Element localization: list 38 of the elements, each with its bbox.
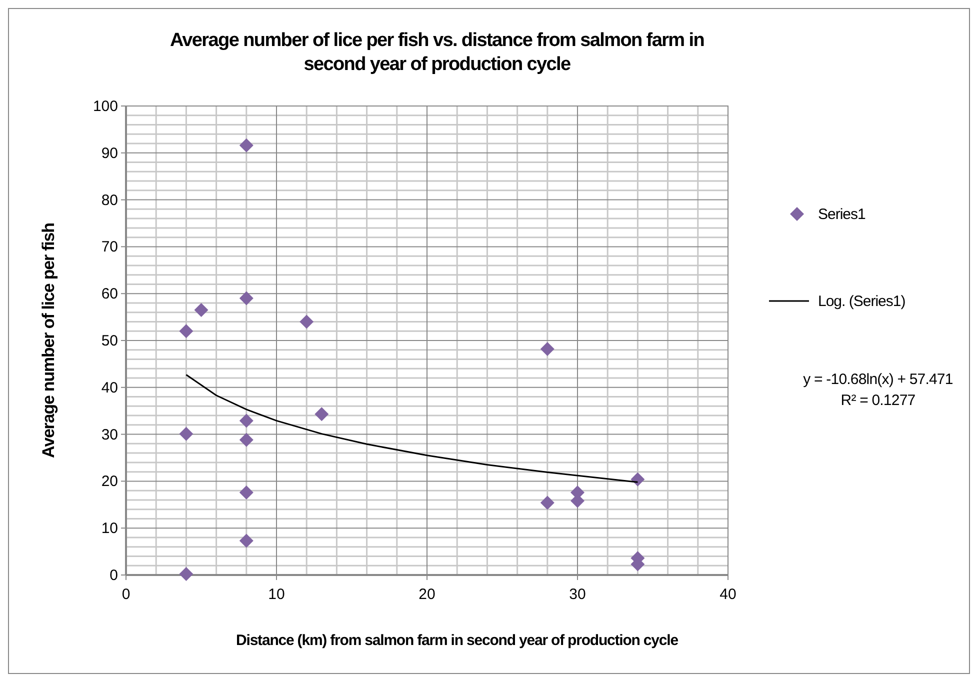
- y-tick-label: 80: [101, 192, 118, 209]
- point: [194, 303, 208, 318]
- point: [300, 314, 314, 329]
- point: [239, 291, 254, 306]
- legend-label: Log. (Series1): [818, 293, 906, 310]
- point: [179, 426, 194, 441]
- y-tick-label: 100: [92, 98, 118, 115]
- x-axis-title: Distance (km) from salmon farm in second year of production cycle: [236, 632, 678, 649]
- x-tick-label: 0: [122, 586, 130, 603]
- y-tick-label: 20: [101, 473, 118, 490]
- point: [630, 472, 645, 486]
- point: [540, 342, 554, 356]
- y-tick-label: 70: [101, 238, 118, 256]
- chart-title: Average number of lice per fish vs. distance from salmon farm in second year of production cycle: [170, 30, 704, 75]
- point: [239, 414, 254, 428]
- y-tick-label: 30: [101, 426, 118, 444]
- point: [239, 534, 254, 548]
- y-axis-title: Average number of lice per fish: [39, 222, 58, 458]
- y-tick-label: 0: [110, 567, 118, 584]
- y-tick-label: 40: [101, 379, 118, 396]
- text: y = -10.68ln(x) + 57.471: [803, 371, 953, 388]
- point: [179, 567, 194, 582]
- point: [314, 407, 329, 422]
- legend-label: Series1: [818, 206, 866, 223]
- point: [540, 496, 554, 510]
- x-tick-label: 20: [418, 586, 436, 603]
- x-tick-label: 30: [569, 586, 586, 603]
- text: R² = 0.1277: [840, 392, 916, 409]
- y-tick-label: 10: [101, 520, 118, 538]
- y-tick-label: 60: [101, 286, 118, 303]
- x-tick-label: 40: [720, 586, 736, 603]
- y-tick-label: 50: [101, 332, 118, 350]
- y-tick-label: 90: [101, 144, 118, 162]
- point: [239, 138, 254, 152]
- point: [239, 485, 254, 500]
- x-tick-label: 10: [268, 586, 285, 603]
- point: [239, 432, 254, 447]
- point: [179, 324, 194, 338]
